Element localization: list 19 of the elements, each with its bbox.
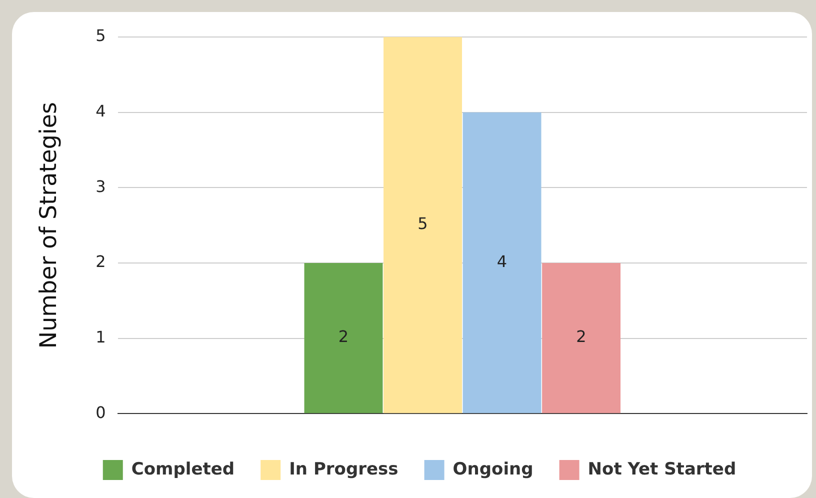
legend-label: Completed (131, 459, 235, 480)
data-label: 2 (338, 327, 349, 346)
legend-label: Not Yet Started (588, 459, 736, 480)
legend-label: Ongoing (452, 459, 534, 480)
legend-label: In Progress (289, 459, 398, 480)
data-label: 4 (496, 252, 508, 271)
y-tick-label: 3 (96, 176, 106, 196)
bar (304, 262, 383, 414)
bar (384, 37, 462, 414)
bar (542, 262, 621, 414)
y-tick-label: 4 (96, 101, 106, 120)
data-label: 5 (418, 214, 428, 234)
y-axis-title: Number of Strategies (36, 102, 62, 349)
bar (462, 112, 542, 414)
y-tick-label: 5 (96, 26, 106, 46)
y-tick-label: 2 (96, 252, 106, 272)
data-label: 2 (576, 327, 586, 346)
y-tick-label: 1 (96, 327, 106, 346)
y-tick-label: 0 (96, 402, 106, 422)
